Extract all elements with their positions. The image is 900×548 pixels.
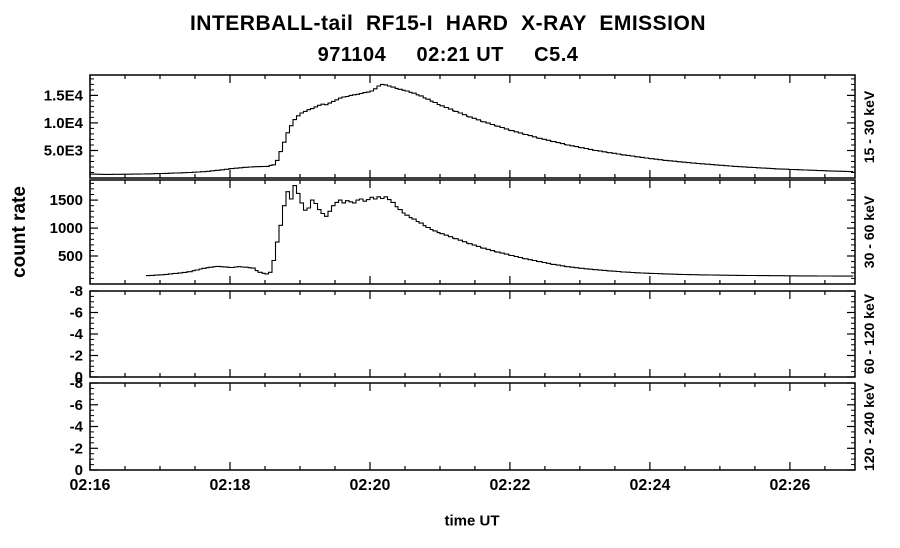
x-tick-label: 02:20 (350, 477, 391, 494)
y-tick-label: 1.5E4 (44, 87, 84, 104)
y-tick-label: -8 (70, 375, 83, 392)
x-tick-label: 02:18 (210, 477, 251, 494)
panel-2: 0 -2 -4 -6 -8 (70, 283, 856, 386)
y-tick-label: 1.0E4 (44, 115, 84, 132)
y-tick-label: 1000 (50, 220, 83, 237)
y-tick-label: -8 (70, 283, 83, 300)
panel-3: 0 -2 -4 -6 -8 02:16 02:18 02:20 02:22 02:24 02:26 (70, 375, 856, 494)
chart-title: INTERBALL-tail RF15-I HARD X-RAY EMISSIO… (189, 12, 707, 35)
x-tick-label: 02:26 (769, 477, 810, 494)
y-tick-label: 500 (58, 248, 83, 265)
y-tick-label: -4 (70, 326, 84, 343)
y-tick-label: -6 (70, 305, 83, 322)
lightcurve-0 (90, 83, 854, 175)
y-tick-label: -4 (70, 419, 84, 436)
lightcurve-1 (146, 185, 854, 277)
y-tick-label: 0 (75, 369, 83, 386)
y-tick-label: -2 (70, 348, 83, 365)
y-tick-label: -6 (70, 397, 83, 414)
x-axis-label: time UT (444, 512, 500, 530)
y-tick-label: 1500 (50, 192, 83, 209)
x-tick-label: 02:16 (70, 477, 111, 494)
x-tick-label: 02:24 (629, 477, 670, 494)
panel-0: 5.0E3 1.0E4 1.5E4 (44, 74, 856, 179)
y-tick-label: 0 (75, 462, 83, 479)
y-tick-label: -2 (70, 440, 83, 457)
y-tick-label: 5.0E3 (44, 142, 83, 159)
x-tick-label: 02:22 (489, 477, 530, 494)
panel-1: 500 1000 1500 (50, 179, 856, 285)
chart-subtitle: 971104 02:21 UT C5.4 (317, 44, 579, 66)
